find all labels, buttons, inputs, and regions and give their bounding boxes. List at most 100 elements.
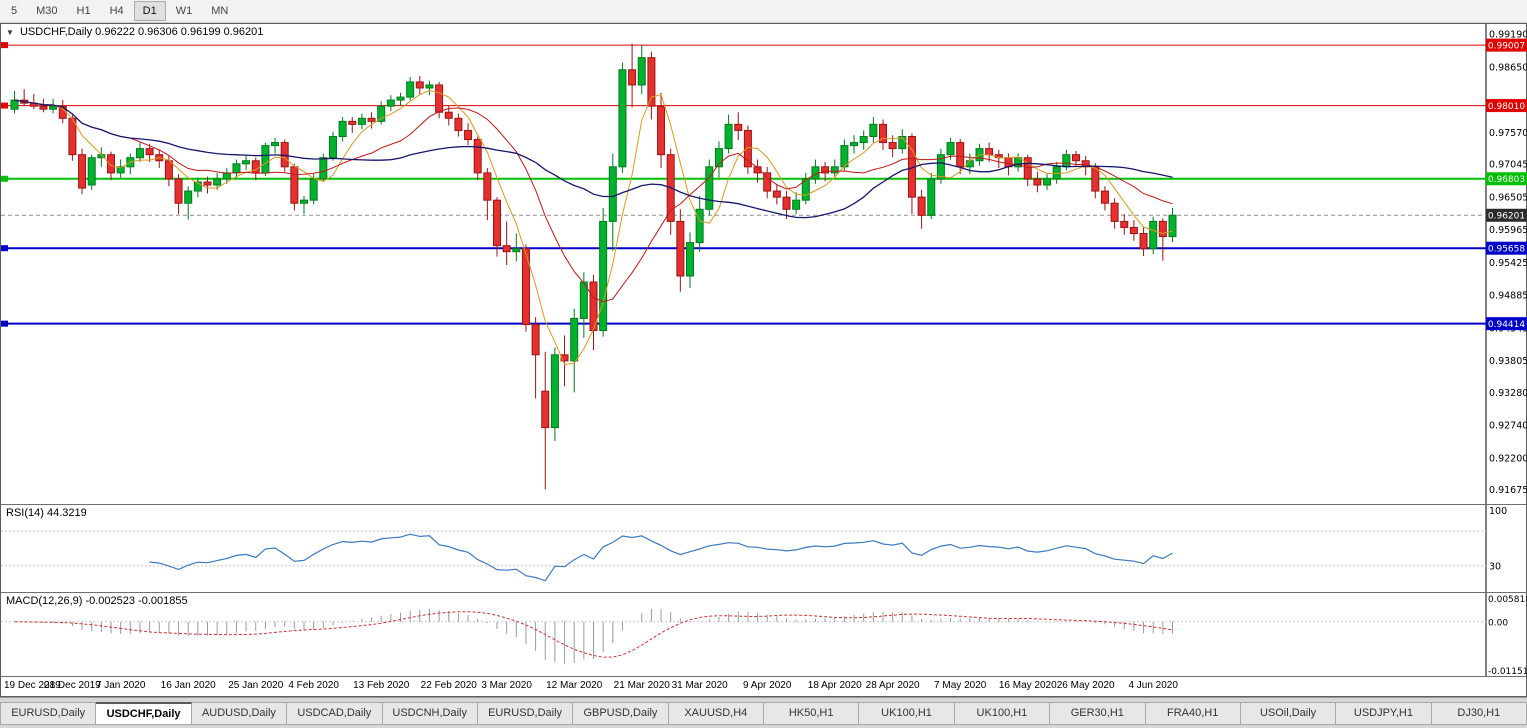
- candle: [10, 99, 19, 110]
- candle: [242, 160, 251, 165]
- chart-tab-usoil-daily[interactable]: USOil,Daily: [1240, 702, 1337, 725]
- timeframe-button-w1[interactable]: W1: [167, 1, 202, 21]
- price-tag: [1486, 317, 1527, 331]
- price-axis[interactable]: [1484, 24, 1526, 504]
- chart-tab-gbpusd-daily[interactable]: GBPUSD,Daily: [573, 702, 669, 725]
- date-axis-label: 4 Jun 2020: [1128, 680, 1178, 691]
- candle: [570, 317, 579, 362]
- chart-tab-usdcad-daily[interactable]: USDCAD,Daily: [287, 702, 383, 725]
- price-axis-label: 0.98650: [1489, 62, 1527, 73]
- candle: [386, 99, 395, 107]
- candle: [531, 323, 540, 356]
- chart-tab-usdjpy-h1[interactable]: USDJPY,H1: [1336, 702, 1432, 725]
- candle: [763, 172, 772, 192]
- macd-chart-svg[interactable]: 0.005818 0.00 -0.01151: [1, 593, 1527, 676]
- chart-tab-uk100-h1[interactable]: UK100,H1: [859, 702, 955, 725]
- candle: [39, 105, 48, 110]
- rsi-title: RSI(14) 44.3219: [6, 507, 87, 519]
- candle: [502, 245, 511, 253]
- price-axis-label: 0.99190: [1489, 30, 1527, 41]
- chart-tab-usdcnh-daily[interactable]: USDCNH,Daily: [382, 702, 478, 725]
- chart-tab-eurusd-daily[interactable]: EURUSD,Daily: [0, 702, 97, 725]
- ma-13-line: [14, 99, 1173, 303]
- chart-tab-ger30-h1[interactable]: GER30,H1: [1050, 702, 1146, 725]
- candle: [850, 142, 859, 147]
- price-chart-svg[interactable]: 0.99190 0.98650 0.97570 0.97045 0.96505 0.959…: [1, 24, 1527, 504]
- chart-window: 0.99190 0.98650 0.97570 0.97045 0.96505 0.959…: [0, 23, 1527, 697]
- candle: [1043, 178, 1052, 186]
- price-tag: [1486, 99, 1527, 113]
- candle: [493, 199, 501, 247]
- candle: [300, 199, 308, 204]
- macd-panel[interactable]: 0.005818 0.00 -0.01151 MACD(12,26,9) -0.00…: [1, 593, 1527, 677]
- candle: [695, 208, 704, 244]
- chart-tab-dj30-h1[interactable]: DJ30,H1: [1431, 702, 1527, 725]
- timeframe-button-5[interactable]: 5: [2, 1, 26, 21]
- macd-axis-label: 0.00: [1488, 618, 1508, 628]
- chart-tab-audusd-daily[interactable]: AUDUSD,Daily: [191, 702, 288, 725]
- candle: [1100, 190, 1109, 204]
- chart-tab-uk100-h1[interactable]: UK100,H1: [954, 702, 1051, 725]
- candle: [772, 190, 781, 198]
- timeframe-button-mn[interactable]: MN: [202, 1, 237, 21]
- date-axis-label: 31 Mar 2020: [671, 680, 728, 691]
- candle: [1158, 220, 1167, 238]
- timeframe-button-d1[interactable]: D1: [133, 1, 166, 21]
- price-axis-label: 0.95965: [1489, 225, 1527, 236]
- date-axis-label: 7 May 2020: [934, 680, 987, 691]
- candle: [367, 117, 376, 122]
- price-axis-label: 0.97570: [1489, 128, 1527, 139]
- timeframe-button-h1[interactable]: H1: [68, 1, 100, 21]
- candle: [483, 172, 492, 201]
- chart-title: ▼ USDCHF,Daily 0.96222 0.96306 0.96199 0…: [6, 26, 263, 38]
- rsi-axis-label: 30: [1489, 561, 1501, 572]
- candle: [435, 84, 444, 113]
- candle: [628, 69, 637, 86]
- price-tag: [1486, 208, 1527, 222]
- candle: [657, 105, 666, 156]
- symbol-dropdown-icon[interactable]: ▼: [6, 28, 14, 37]
- candle: [444, 111, 453, 119]
- candle: [261, 145, 270, 174]
- candle: [956, 142, 965, 168]
- chart-symbol-period: USDCHF,Daily: [19, 26, 93, 38]
- rsi-panel[interactable]: 100 30 RSI(14) 44.3219: [1, 505, 1526, 593]
- timeframe-button-h4[interactable]: H4: [101, 1, 133, 21]
- rsi-chart-svg[interactable]: 100 30: [1, 505, 1527, 592]
- candle: [271, 142, 280, 147]
- chart-tabs-bar: EURUSD,Daily USDCHF,Daily AUDUSD,Daily USDC…: [0, 697, 1527, 728]
- candle: [879, 123, 887, 144]
- chart-tab-eurusd-daily[interactable]: EURUSD,Daily: [477, 702, 574, 725]
- price-axis-label: 0.94885: [1489, 291, 1527, 302]
- candle: [213, 178, 222, 186]
- price-axis-label: 0.91675: [1489, 485, 1527, 496]
- price-chart-panel[interactable]: 0.99190 0.98650 0.97570 0.97045 0.96505 0.959…: [1, 24, 1527, 505]
- candle: [608, 166, 617, 222]
- candle: [734, 123, 743, 131]
- candle: [193, 181, 202, 192]
- candle: [579, 281, 588, 319]
- ma-5-line: [14, 89, 1173, 366]
- date-axis-label: 21 Mar 2020: [613, 680, 670, 691]
- candle: [184, 190, 193, 204]
- price-tag-label: 0.98010: [1488, 102, 1525, 112]
- candle: [753, 166, 762, 174]
- candle: [859, 135, 868, 144]
- chart-tab-xauusd-h4[interactable]: XAUUSD,H4: [668, 702, 764, 725]
- candle: [599, 220, 608, 332]
- chart-tab-fra40-h1[interactable]: FRA40,H1: [1145, 702, 1241, 725]
- date-axis-label: 13 Feb 2020: [353, 680, 410, 691]
- chart-tab-usdchf-daily[interactable]: USDCHF,Daily: [96, 702, 192, 725]
- timeframe-button-m30[interactable]: M30: [27, 1, 66, 21]
- candle: [1014, 157, 1023, 168]
- candle: [454, 117, 463, 131]
- candle: [49, 105, 58, 110]
- chart-tab-hk50-h1[interactable]: HK50,H1: [764, 702, 860, 725]
- price-axis-label: 0.92200: [1489, 453, 1527, 464]
- candle: [87, 157, 96, 186]
- candle: [676, 220, 685, 277]
- candle: [869, 123, 878, 137]
- chart-ohlc-values: 0.96222 0.96306 0.96199 0.96201: [95, 26, 264, 38]
- candle: [521, 248, 530, 325]
- candle: [792, 199, 801, 210]
